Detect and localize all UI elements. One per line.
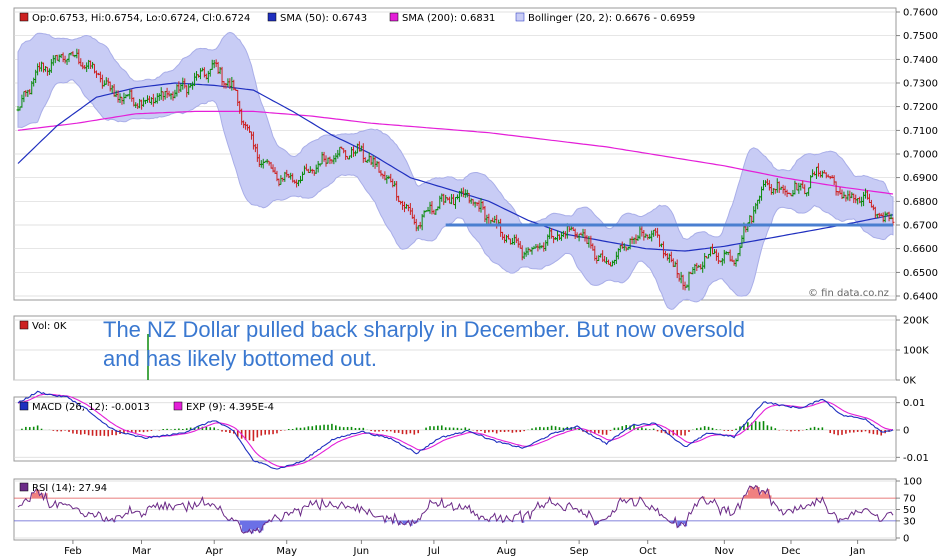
rsi-tick-label: 30 (903, 516, 916, 527)
x-tick-label: Jul (427, 546, 440, 557)
price-tick-label: 0.6900 (903, 173, 938, 184)
macd-panel: MACD (26, 12): -0.0013 EXP (9): 4.395E-4… (13, 390, 929, 470)
macd-panel-frame (13, 396, 897, 462)
x-tick-label: Jan (849, 546, 865, 557)
x-axis: Feb Mar Apr May Jun Jul Aug Sep Oct Nov Dec Jan (64, 540, 865, 557)
x-tick-label: Nov (715, 546, 735, 557)
volume-tick-label: 0K (903, 376, 916, 387)
sma50-line (17, 82, 894, 252)
macd-tick-label: 0 (903, 426, 909, 437)
price-legend: Op:0.6753, Hi:0.6754, Lo:0.6724, Cl:0.67… (19, 12, 695, 24)
rsi-oversold-fill (104, 520, 884, 534)
rsi-tick-label: 70 (903, 494, 916, 505)
macd-tick-label: -0.01 (903, 453, 929, 464)
x-tick-label: Apr (206, 546, 224, 557)
volume-panel: Vol: 0K The NZ Dollar pulled back sharpl… (13, 315, 929, 387)
x-tick-label: Feb (64, 546, 82, 557)
price-tick-label: 0.7100 (903, 126, 938, 137)
price-tick-label: 0.7500 (903, 31, 938, 42)
price-y-axis: 0.7600 0.7500 0.7400 0.7300 0.7200 0.7100 0.70… (896, 8, 938, 303)
rsi-line (17, 484, 894, 535)
macd-signal-line (17, 393, 894, 468)
volume-legend-swatch (19, 320, 29, 330)
ohlc-legend-swatch (19, 12, 29, 22)
volume-y-axis: 200K 100K 0K (896, 316, 929, 387)
price-tick-label: 0.6400 (903, 292, 938, 303)
price-tick-label: 0.7200 (903, 102, 938, 113)
macd-legend: MACD (26, 12): -0.0013 (32, 402, 150, 413)
macd-tick-label: 0.01 (903, 398, 925, 409)
volume-grid (14, 319, 896, 381)
annotation-line-1: The NZ Dollar pulled back sharply in Dec… (103, 317, 745, 342)
x-tick-label: Dec (781, 546, 800, 557)
macd-y-axis: 0.01 0 -0.01 (896, 398, 929, 464)
sma200-legend: SMA (200): 0.6831 (402, 13, 495, 24)
exp-legend: EXP (9): 4.395E-4 (186, 402, 274, 413)
price-tick-label: 0.7300 (903, 79, 938, 90)
price-tick-label: 0.6700 (903, 221, 938, 232)
rsi-legend-swatch (19, 482, 29, 492)
volume-tick-label: 100K (903, 346, 929, 357)
volume-tick-label: 200K (903, 316, 929, 327)
price-panel: 0.7600 0.7500 0.7400 0.7300 0.7200 0.7100 0.70… (13, 7, 938, 310)
rsi-overbought-fill (31, 485, 825, 499)
price-tick-label: 0.7400 (903, 55, 938, 66)
rsi-tick-label: 50 (903, 505, 916, 516)
exp-legend-swatch (173, 401, 183, 411)
x-tick-label: May (276, 546, 297, 557)
price-tick-label: 0.7600 (903, 8, 938, 19)
bollinger-legend: Bollinger (20, 2): 0.6676 - 0.6959 (528, 13, 695, 24)
rsi-legend: RSI (14): 27.94 (32, 483, 107, 494)
sma200-line (17, 110, 894, 195)
sma50-legend: SMA (50): 0.6743 (280, 13, 367, 24)
macd-legend-swatch (19, 401, 29, 411)
sma200-legend-swatch (389, 12, 399, 22)
price-tick-label: 0.6600 (903, 244, 938, 255)
price-tick-label: 0.6500 (903, 268, 938, 279)
sma50-legend-swatch (267, 12, 277, 22)
rsi-tick-label: 100 (903, 477, 922, 488)
bollinger-band (17, 31, 894, 310)
watermark: © fin data.co.nz (808, 288, 889, 299)
rsi-tick-label: 0 (903, 534, 909, 545)
price-tick-label: 0.6800 (903, 197, 938, 208)
macd-grid (14, 402, 896, 458)
x-tick-label: Mar (132, 546, 152, 557)
ohlc-bars (16, 48, 895, 291)
macd-line (17, 390, 894, 470)
bollinger-legend-swatch (515, 12, 525, 22)
volume-legend: Vol: 0K (32, 321, 67, 332)
x-tick-label: Sep (570, 546, 589, 557)
x-tick-label: Aug (497, 546, 517, 557)
annotation-line-2: and has likely bottomed out. (103, 346, 377, 371)
ohlc-legend: Op:0.6753, Hi:0.6754, Lo:0.6724, Cl:0.67… (32, 13, 250, 24)
x-tick-label: Oct (639, 546, 656, 557)
price-tick-label: 0.7000 (903, 150, 938, 161)
x-tick-label: Jun (353, 546, 370, 557)
